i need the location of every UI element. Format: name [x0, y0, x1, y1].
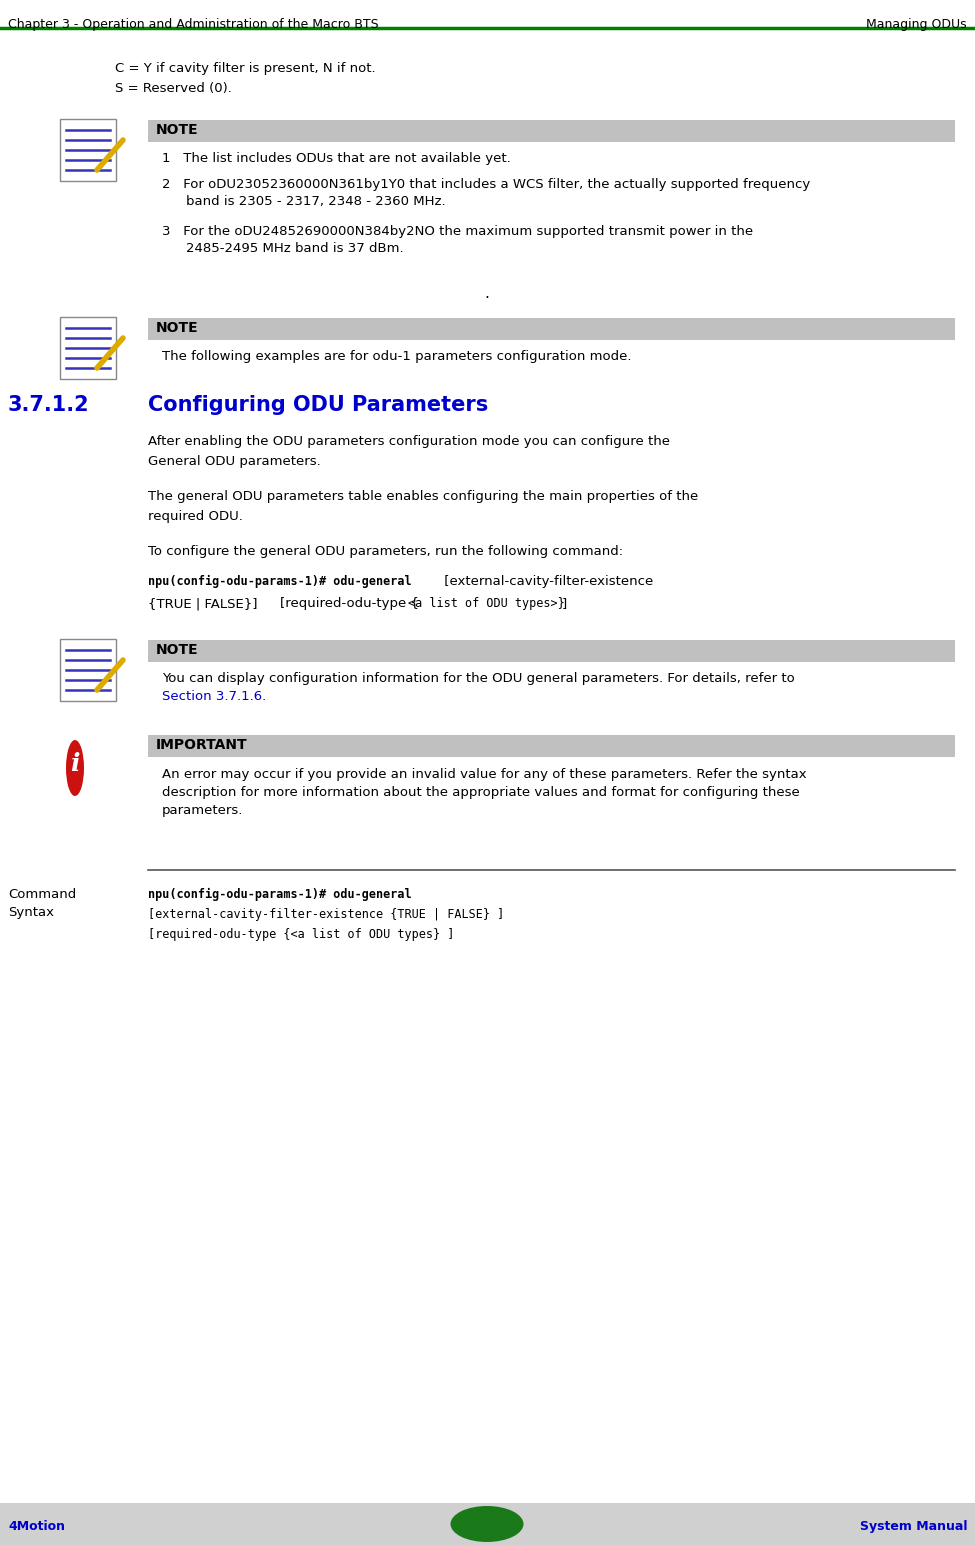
Text: [external-cavity-filter-existence: [external-cavity-filter-existence: [440, 575, 653, 589]
Text: The following examples are for odu-1 parameters configuration mode.: The following examples are for odu-1 par…: [162, 351, 632, 363]
Text: 3   For the oDU24852690000N384by2NO the maximum supported transmit power in the: 3 For the oDU24852690000N384by2NO the ma…: [162, 226, 753, 238]
Text: .: .: [485, 286, 489, 301]
Text: 3.7.1.2: 3.7.1.2: [8, 396, 90, 416]
Text: 4Motion: 4Motion: [8, 1520, 65, 1533]
Text: NOTE: NOTE: [156, 124, 199, 138]
Text: <a list of ODU types>}: <a list of ODU types>}: [408, 596, 565, 610]
Text: npu(config-odu-params-1)# odu-general: npu(config-odu-params-1)# odu-general: [148, 888, 411, 901]
Text: band is 2305 - 2317, 2348 - 2360 MHz.: band is 2305 - 2317, 2348 - 2360 MHz.: [186, 195, 446, 209]
Text: [required-odu-type {: [required-odu-type {: [280, 596, 419, 610]
Text: ]: ]: [562, 596, 567, 610]
Text: System Manual: System Manual: [860, 1520, 967, 1533]
Text: General ODU parameters.: General ODU parameters.: [148, 454, 321, 468]
Text: NOTE: NOTE: [156, 321, 199, 335]
Text: S = Reserved (0).: S = Reserved (0).: [115, 82, 232, 94]
Text: The general ODU parameters table enables configuring the main properties of the: The general ODU parameters table enables…: [148, 490, 698, 504]
Text: An error may occur if you provide an invalid value for any of these parameters. : An error may occur if you provide an inv…: [162, 768, 806, 782]
Text: npu(config-odu-params-1)# odu-general: npu(config-odu-params-1)# odu-general: [148, 575, 411, 589]
Text: 1   The list includes ODUs that are not available yet.: 1 The list includes ODUs that are not av…: [162, 151, 511, 165]
Text: IMPORTANT: IMPORTANT: [156, 739, 248, 752]
Text: Syntax: Syntax: [8, 905, 54, 919]
FancyBboxPatch shape: [0, 1503, 975, 1545]
Text: 2   For oDU23052360000N361by1Y0 that includes a WCS filter, the actually support: 2 For oDU23052360000N361by1Y0 that inclu…: [162, 178, 810, 192]
Text: 472: 472: [473, 1516, 501, 1530]
Text: Chapter 3 - Operation and Administration of the Macro BTS: Chapter 3 - Operation and Administration…: [8, 19, 378, 31]
Text: Configuring ODU Parameters: Configuring ODU Parameters: [148, 396, 488, 416]
Text: C = Y if cavity filter is present, N if not.: C = Y if cavity filter is present, N if …: [115, 62, 375, 76]
FancyBboxPatch shape: [148, 735, 955, 757]
Text: After enabling the ODU parameters configuration mode you can configure the: After enabling the ODU parameters config…: [148, 436, 670, 448]
Text: i: i: [70, 752, 80, 776]
Text: Section 3.7.1.6.: Section 3.7.1.6.: [162, 691, 266, 703]
FancyBboxPatch shape: [148, 640, 955, 661]
Text: Command: Command: [8, 888, 76, 901]
FancyBboxPatch shape: [60, 317, 116, 379]
Text: Managing ODUs: Managing ODUs: [867, 19, 967, 31]
Text: required ODU.: required ODU.: [148, 510, 243, 524]
Text: 2485-2495 MHz band is 37 dBm.: 2485-2495 MHz band is 37 dBm.: [186, 243, 404, 255]
Ellipse shape: [66, 740, 84, 796]
Text: description for more information about the appropriate values and format for con: description for more information about t…: [162, 786, 799, 799]
FancyBboxPatch shape: [148, 121, 955, 142]
Text: To configure the general ODU parameters, run the following command:: To configure the general ODU parameters,…: [148, 545, 623, 558]
FancyBboxPatch shape: [60, 119, 116, 181]
FancyBboxPatch shape: [60, 640, 116, 701]
Text: [external-cavity-filter-existence {TRUE | FALSE} ]: [external-cavity-filter-existence {TRUE …: [148, 908, 504, 921]
Text: [required-odu-type {<a list of ODU types} ]: [required-odu-type {<a list of ODU types…: [148, 929, 454, 941]
Ellipse shape: [450, 1506, 524, 1542]
FancyBboxPatch shape: [148, 318, 955, 340]
Text: You can display configuration information for the ODU general parameters. For de: You can display configuration informatio…: [162, 672, 795, 684]
Text: {TRUE | FALSE}]: {TRUE | FALSE}]: [148, 596, 257, 610]
Text: NOTE: NOTE: [156, 643, 199, 657]
Text: parameters.: parameters.: [162, 803, 244, 817]
